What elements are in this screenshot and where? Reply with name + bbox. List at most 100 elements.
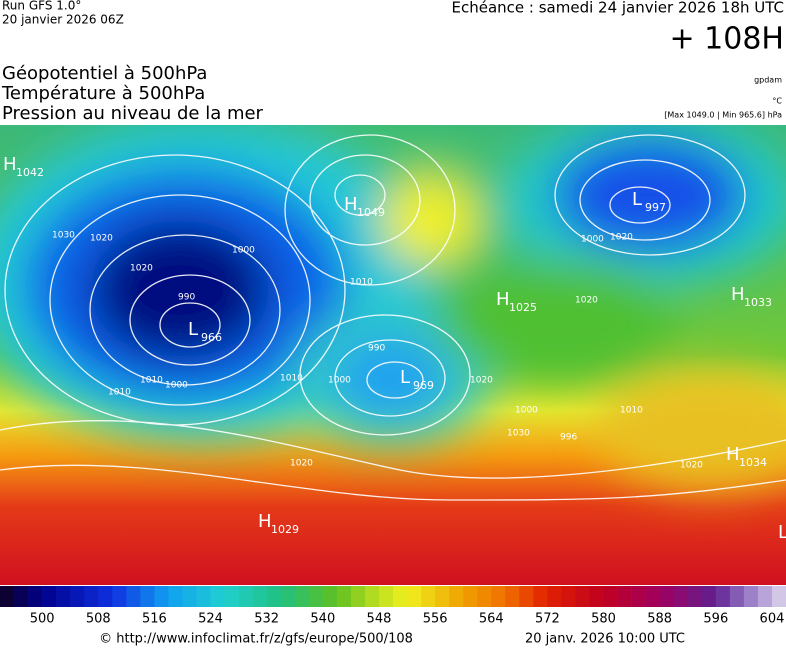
colorbar-swatch [743,586,759,607]
isobar-label: 1000 [328,376,351,386]
colorbar-swatch [631,586,646,607]
colorbar-swatch [561,586,576,607]
colorbar-swatch [280,586,296,607]
run-label: Run GFS 1.0° [2,0,81,13]
colorbar-tick-label: 532 [254,612,279,627]
isobar-label: 1010 [108,388,131,398]
colorbar-swatch [533,586,548,607]
colorbar-swatch [238,586,253,607]
center-type: H [726,444,740,465]
isobar-label: 1020 [290,459,313,469]
center-type: L [188,319,198,340]
colorbar-swatch [673,586,689,607]
center-value: 1042 [16,166,44,179]
center-value: 966 [201,331,222,344]
center-type: H [258,511,272,532]
colorbar-swatch [701,586,717,607]
isobar-label: 990 [178,293,195,303]
colorbar-swatch [224,586,239,607]
colorbar-swatch [308,586,324,607]
center-type: L [778,522,786,543]
colorbar-swatch [350,586,366,607]
colorbar-swatch [603,586,618,607]
isobar-label: 1000 [232,246,255,256]
isobar-label: 1010 [620,406,643,416]
isobar-label: 1010 [350,278,373,288]
colorbar-tick-label: 556 [423,612,448,627]
lead-time: + 108H [670,22,785,57]
unit-temp: °C [772,97,782,106]
center-value: 969 [413,379,434,392]
source: © http://www.infoclimat.fr/z/gfs/europe/… [99,632,413,647]
colorbar-swatch [421,586,436,607]
colorbar-tick-label: 524 [198,612,223,627]
colorbar-swatch [449,586,464,607]
colorbar-tick-label: 596 [703,612,728,627]
colorbar-swatch [56,586,71,607]
isobar-label: 1000 [515,406,538,416]
center-type: H [731,284,745,305]
center-value: 1029 [271,523,299,536]
colorbar-swatch [547,586,562,607]
legend-line: Géopotentiel à 500hPa [2,63,207,84]
colorbar-swatch [491,586,506,607]
colorbar-tick-label: 572 [535,612,560,627]
colorbar-swatch [393,586,408,607]
colorbar-tick-label: 604 [760,612,785,627]
colorbar-swatch [505,586,520,607]
isobar-label: 1020 [130,264,153,274]
colorbar-swatch [42,586,57,607]
colorbar-tick-label: 588 [647,612,672,627]
colorbar-swatch [0,586,15,607]
colorbar-swatch [70,586,85,607]
colorbar-tick-label: 580 [591,612,616,627]
colorbar-tick-label: 508 [86,612,111,627]
colorbar-swatch [252,586,267,607]
colorbar-swatch [28,586,43,607]
isobar-label: 996 [560,433,577,443]
isobar-label: 990 [368,344,385,354]
isobar-label: 1030 [507,429,530,439]
isobar-label: 1030 [52,231,75,241]
center-type: H [496,289,510,310]
isobar-label: 1020 [680,461,703,471]
unit-geo: gpdam [754,76,782,85]
colorbar-swatch [154,586,169,607]
colorbar-tick-label: 564 [479,612,504,627]
valid-time: Echéance : samedi 24 janvier 2026 18h UT… [452,0,785,17]
colorbar-swatch [196,586,211,607]
center-type: L [400,367,410,388]
colorbar-swatch [378,586,394,607]
center-value: 1033 [744,296,772,309]
colorbar-swatch [435,586,450,607]
colorbar-swatch [575,586,590,607]
colorbar-swatch [715,586,731,607]
colorbar-tick-label: 500 [30,612,55,627]
center-value: 1049 [357,206,385,219]
legend-line: Pression au niveau de la mer [2,103,264,124]
colorbar-swatch [687,586,703,607]
colorbar-tick-label: 548 [367,612,392,627]
center-value: 1034 [739,456,767,469]
center-type: L [632,189,642,210]
colorbar-tick-label: 540 [310,612,335,627]
legend-line: Température à 500hPa [1,83,205,104]
colorbar-swatch [364,586,380,607]
colorbar-swatch [14,586,29,607]
center-value: 1025 [509,301,537,314]
colorbar-swatch [182,586,197,607]
colorbar-swatch [98,586,113,607]
colorbar-swatch [322,586,338,607]
center-value: 997 [645,201,666,214]
isobar-label: 1020 [575,296,598,306]
colorbar-swatch [519,586,534,607]
pressure-extremes: [Max 1049.0 | Min 965.6] hPa [664,111,782,120]
colorbar-swatch [112,586,127,607]
colorbar-swatch [336,586,352,607]
colorbar-tick-label: 516 [142,612,167,627]
colorbar-swatch [589,586,604,607]
colorbar-swatch [645,586,660,607]
isobar-label: 1020 [470,376,493,386]
center-type: H [3,154,17,175]
